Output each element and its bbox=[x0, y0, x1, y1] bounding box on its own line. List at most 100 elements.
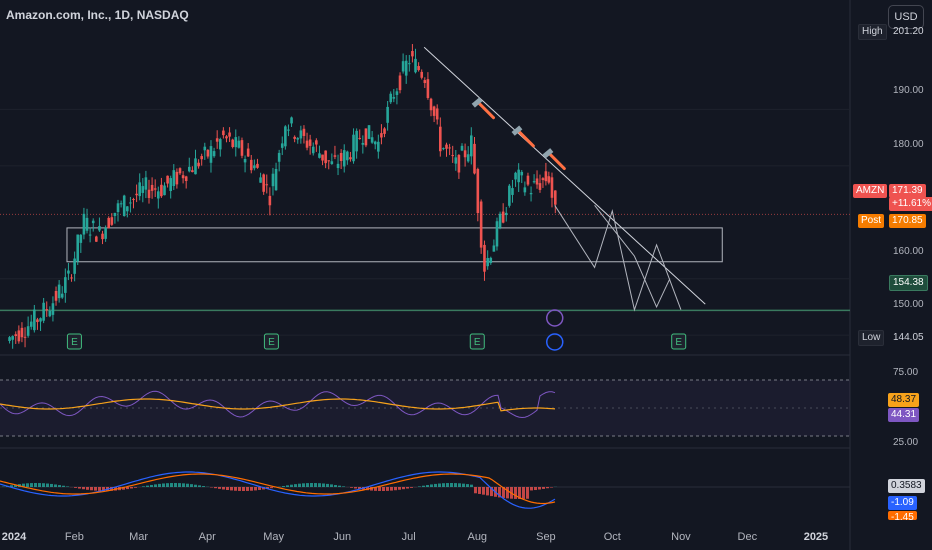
projection-path-alt bbox=[594, 205, 671, 309]
macd-histogram-bar bbox=[202, 486, 205, 487]
macd-histogram-bar bbox=[34, 483, 37, 487]
macd-histogram-bar bbox=[334, 484, 337, 487]
candle-body bbox=[514, 172, 517, 180]
earnings-marker-letter: E bbox=[474, 337, 481, 348]
macd-histogram-bar bbox=[262, 487, 265, 490]
macd-histogram-bar bbox=[294, 484, 297, 487]
candle-body bbox=[463, 150, 467, 158]
candle-body bbox=[466, 154, 470, 162]
candle-body bbox=[386, 106, 389, 123]
candle-body bbox=[98, 226, 101, 231]
time-tick: Aug bbox=[467, 531, 488, 543]
macd-histogram-bar bbox=[550, 487, 553, 488]
macd-histogram-bar bbox=[162, 483, 165, 487]
candle-body bbox=[411, 51, 414, 57]
high-value: 201.20 bbox=[893, 26, 924, 37]
macd-histogram-bar bbox=[46, 483, 49, 487]
macd-histogram-bar bbox=[322, 483, 325, 487]
candle-body bbox=[333, 155, 337, 157]
candle-body bbox=[256, 163, 259, 168]
candles bbox=[8, 44, 557, 349]
earnings-marker-letter: E bbox=[268, 337, 275, 348]
candle-body bbox=[274, 168, 278, 191]
hammer-icon bbox=[548, 153, 566, 171]
macd-histogram-bar bbox=[378, 487, 381, 491]
candle-body bbox=[262, 174, 265, 192]
candle-body bbox=[541, 178, 545, 181]
candle-body bbox=[451, 155, 455, 157]
candle-body bbox=[187, 166, 191, 172]
candle-body bbox=[544, 171, 548, 182]
candle-body bbox=[113, 212, 117, 216]
candle-body bbox=[11, 336, 14, 340]
candle-body bbox=[445, 144, 448, 149]
macd-histogram-bar bbox=[506, 487, 509, 499]
candle-body bbox=[79, 234, 83, 243]
candle-body bbox=[448, 147, 451, 149]
last-price-label: 171.39 bbox=[889, 184, 926, 198]
candle-body bbox=[483, 244, 486, 272]
candle-body bbox=[318, 153, 321, 158]
candle-body bbox=[414, 58, 417, 73]
macd-histogram-bar bbox=[458, 483, 461, 487]
candle-body bbox=[408, 63, 411, 65]
candle-body bbox=[429, 98, 433, 111]
macd-histogram-bar bbox=[142, 486, 145, 487]
candle-body bbox=[479, 201, 483, 248]
macd-histogram-bar bbox=[14, 484, 17, 487]
candle-body bbox=[249, 159, 253, 171]
ticker-badge: AMZN bbox=[853, 184, 888, 198]
candle-body bbox=[153, 188, 157, 190]
macd-histogram-bar bbox=[338, 485, 341, 487]
macd-histogram-bar bbox=[198, 485, 201, 487]
dividend-icon bbox=[545, 309, 564, 327]
candle-body bbox=[271, 173, 275, 187]
candle-body bbox=[51, 303, 55, 315]
macd-histogram-bar bbox=[442, 483, 445, 487]
macd-histogram-bar bbox=[10, 485, 13, 487]
candle-body bbox=[150, 184, 154, 191]
candle-body bbox=[253, 165, 256, 169]
candle-body bbox=[277, 152, 281, 162]
macd-histogram-bar bbox=[54, 484, 57, 487]
candle-body bbox=[420, 71, 424, 78]
macd-histogram-bar bbox=[490, 487, 493, 497]
candle-body bbox=[144, 177, 148, 190]
candle-body bbox=[454, 157, 458, 164]
rsi-tick-75: 75.00 bbox=[893, 367, 919, 378]
candle-body bbox=[523, 187, 527, 193]
signal-line bbox=[0, 473, 556, 505]
candle-body bbox=[218, 139, 222, 150]
rsi-ma-value: 48.37 bbox=[888, 393, 920, 407]
time-tick: Mar bbox=[129, 531, 149, 543]
candle-body bbox=[82, 213, 86, 235]
earnings-marker bbox=[671, 333, 687, 350]
candle-body bbox=[380, 133, 383, 138]
candle-body bbox=[73, 258, 76, 274]
candle-body bbox=[76, 234, 80, 262]
candle-body bbox=[489, 257, 493, 264]
price-tick-190: 190.00 bbox=[893, 85, 924, 96]
candle-body bbox=[404, 60, 408, 76]
macd-histogram-bar bbox=[462, 483, 465, 487]
candle-body bbox=[550, 177, 554, 198]
macd-histogram-bar bbox=[22, 483, 25, 487]
macd-histogram-bar bbox=[126, 487, 129, 490]
macd-histogram-bar bbox=[186, 483, 189, 487]
macd-histogram-bar bbox=[502, 487, 505, 498]
candle-body bbox=[508, 185, 511, 206]
rsi-ma-line bbox=[0, 398, 556, 412]
macd-histogram-bar bbox=[330, 484, 333, 487]
macd-histogram-bar bbox=[38, 483, 41, 487]
candle-body bbox=[486, 258, 489, 267]
currency-button[interactable]: USD bbox=[888, 5, 924, 29]
split-icon bbox=[545, 333, 564, 351]
macd-histogram-bar bbox=[102, 487, 105, 491]
post-price-label: 170.85 bbox=[889, 214, 926, 228]
candle-body bbox=[498, 213, 502, 228]
macd-histogram-bar bbox=[230, 487, 233, 491]
candle-body bbox=[280, 143, 284, 148]
macd-histogram-bar bbox=[318, 483, 321, 487]
candle-body bbox=[228, 132, 231, 137]
